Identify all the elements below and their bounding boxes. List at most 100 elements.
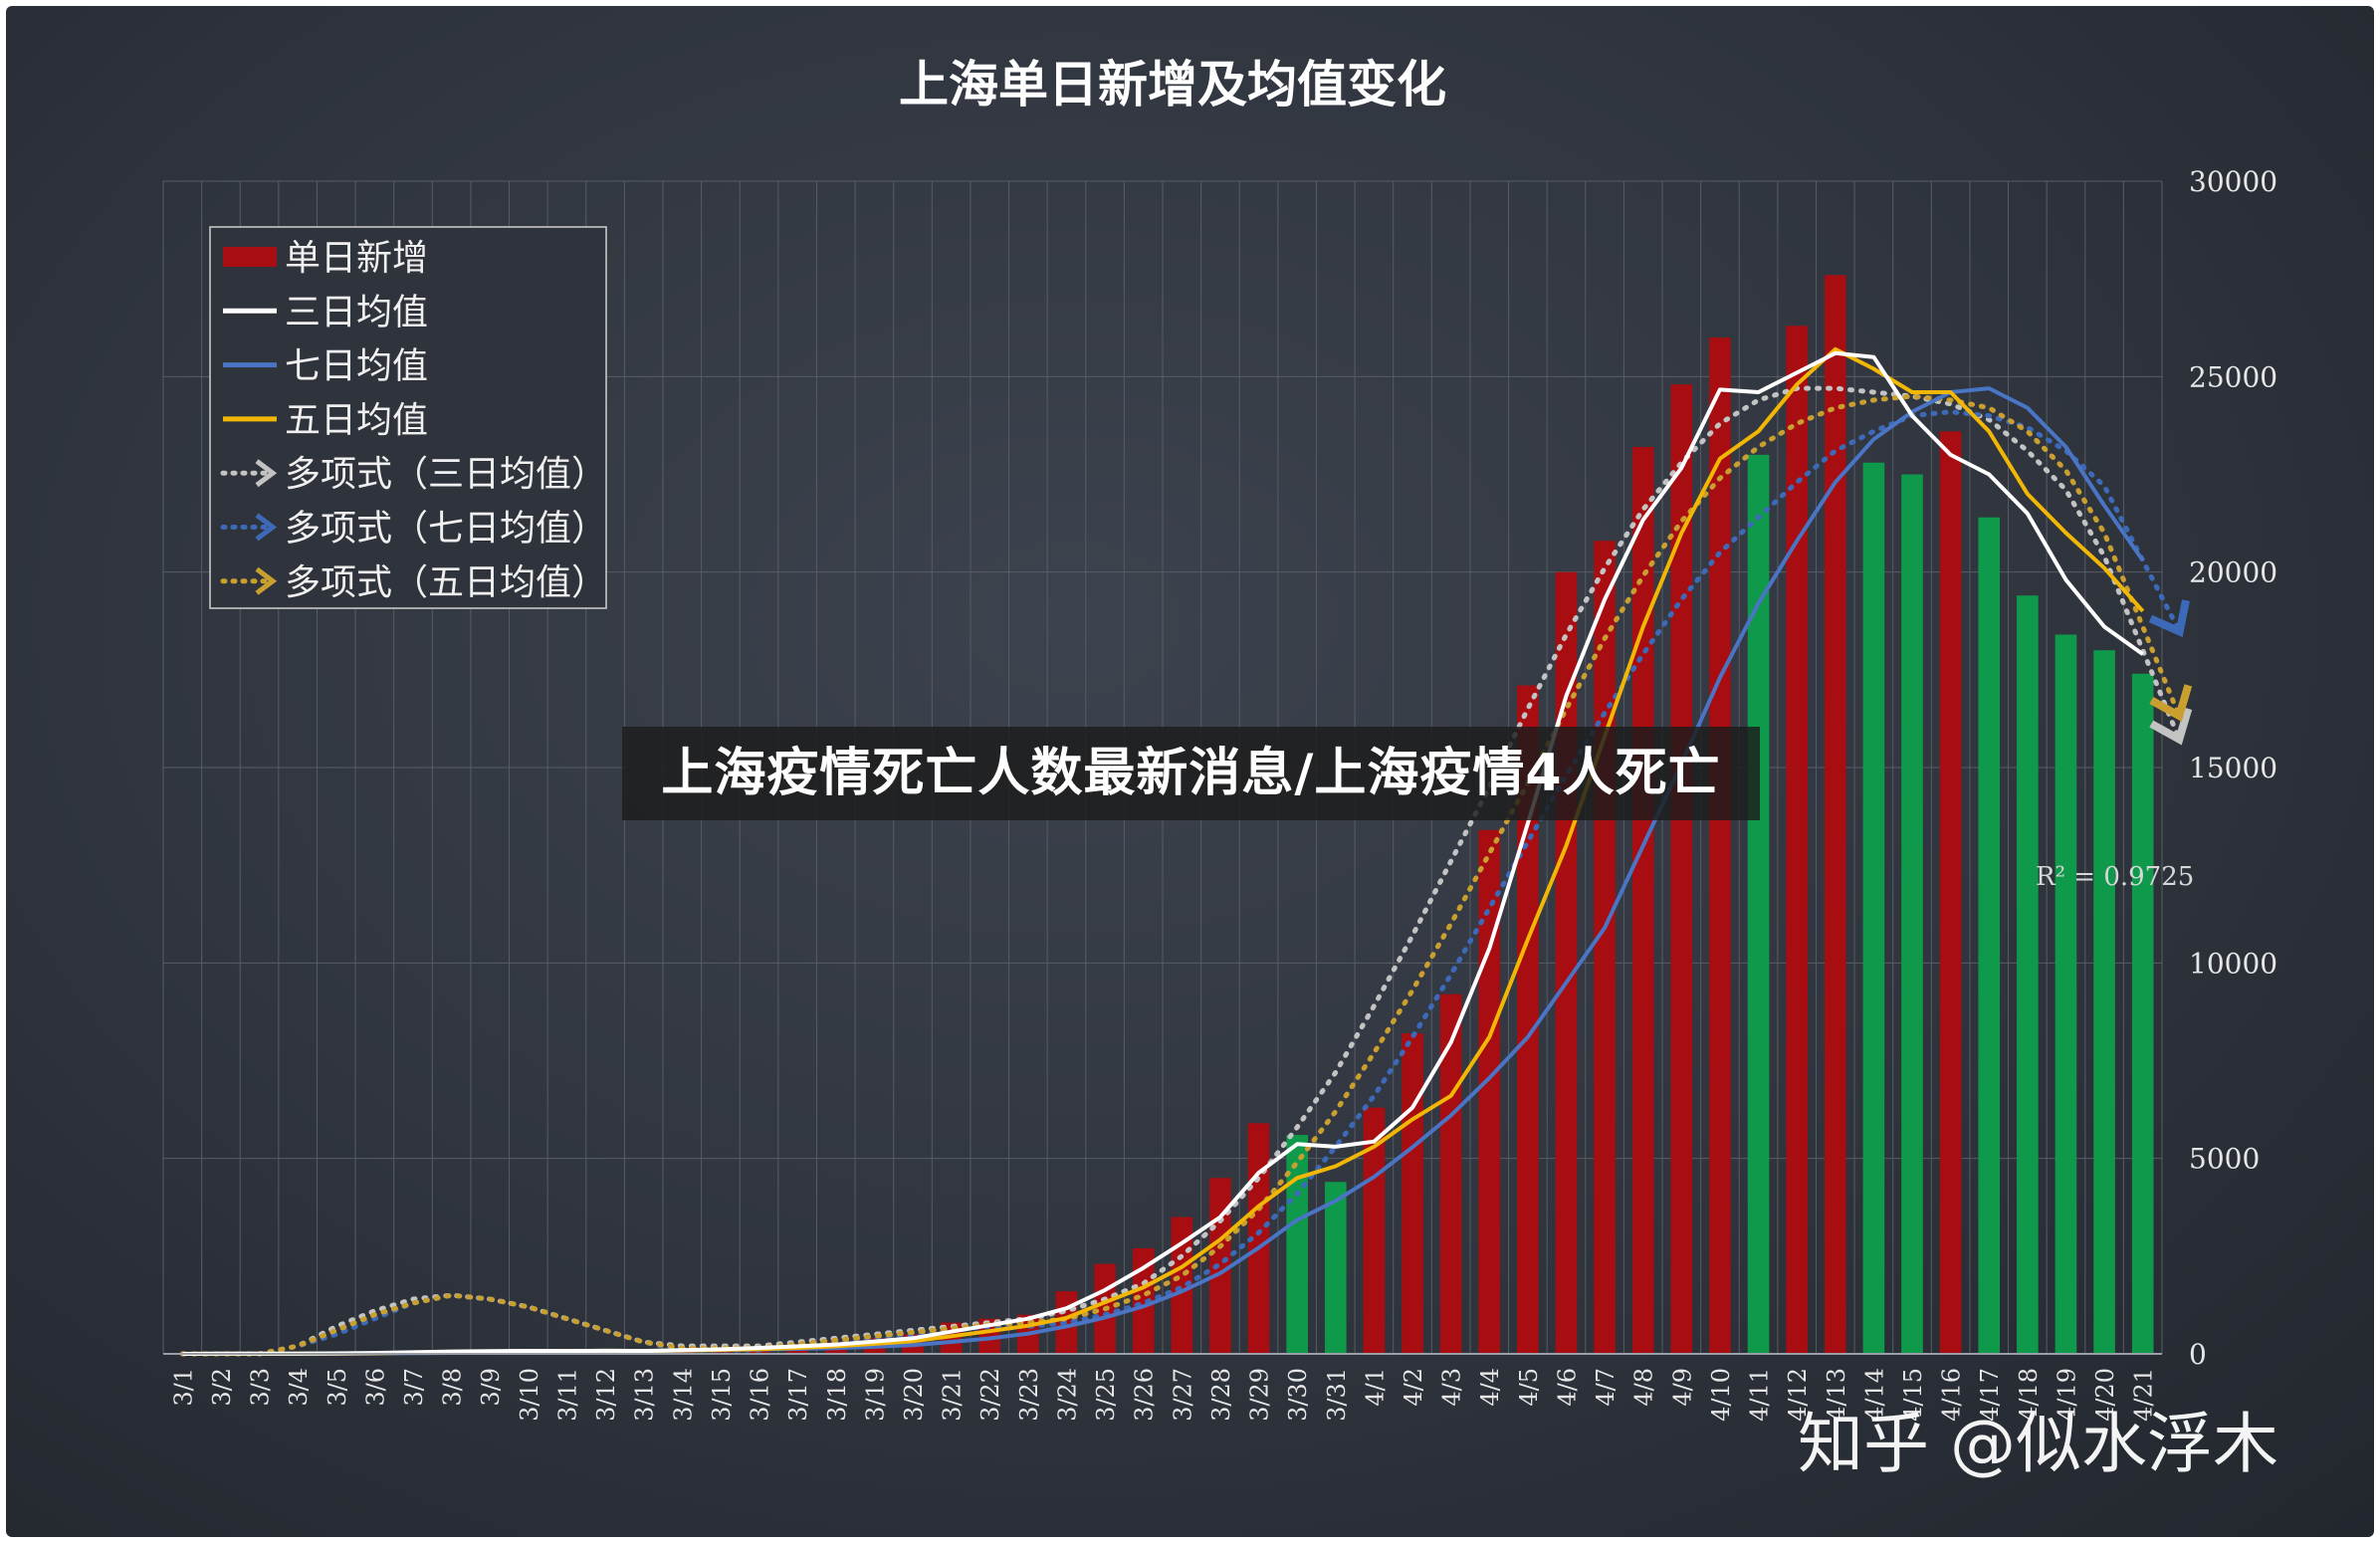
y-tick-label: 25000	[2189, 360, 2277, 393]
x-tick-label: 4/21	[2130, 1368, 2158, 1422]
bar	[1786, 326, 1808, 1355]
x-tick-label: 3/15	[708, 1368, 736, 1422]
x-tick-label: 3/16	[747, 1368, 774, 1422]
x-tick-label: 3/7	[400, 1368, 428, 1407]
x-tick-label: 4/5	[1515, 1368, 1543, 1407]
x-tick-label: 4/8	[1630, 1368, 1658, 1407]
legend-arrow-icon	[255, 513, 278, 542]
bar	[2017, 595, 2039, 1354]
legend-label: 多项式（五日均值）	[285, 562, 607, 603]
x-tick-label: 3/10	[516, 1368, 543, 1422]
x-tick-label: 3/12	[592, 1368, 620, 1422]
bar	[1978, 517, 2001, 1354]
r-squared-label: R² = 0.9725	[2036, 862, 2194, 892]
x-tick-label: 3/17	[784, 1368, 812, 1422]
average-line	[182, 350, 2144, 1356]
x-tick-label: 3/27	[1169, 1368, 1196, 1422]
trend-lines	[179, 385, 2193, 1357]
watermark: 知乎 @似水浮木	[1798, 1406, 2278, 1482]
x-tick-label: 3/3	[247, 1368, 275, 1407]
average-lines	[182, 346, 2145, 1356]
bar	[1286, 1135, 1308, 1354]
x-tick-label: 3/25	[1092, 1368, 1120, 1422]
legend-swatch	[223, 247, 277, 267]
bar	[1670, 384, 1693, 1355]
x-tick-label: 3/18	[823, 1368, 851, 1422]
legend-label: 多项式（七日均值）	[285, 509, 607, 550]
x-tick-label: 4/14	[1860, 1368, 1888, 1422]
legend-label: 七日均值	[285, 346, 428, 387]
x-tick-label: 4/7	[1592, 1368, 1620, 1407]
x-tick-label: 4/6	[1553, 1368, 1581, 1407]
y-tick-label: 5000	[2189, 1143, 2260, 1176]
x-tick-label: 4/11	[1746, 1368, 1774, 1422]
bar	[2131, 673, 2154, 1354]
x-tick-label: 3/22	[976, 1368, 1004, 1422]
x-tick-label: 3/8	[439, 1368, 467, 1407]
legend-label: 多项式（三日均值）	[285, 454, 607, 495]
x-tick-label: 4/20	[2091, 1368, 2119, 1422]
bar	[1939, 431, 1962, 1355]
x-tick-label: 4/19	[2053, 1368, 2080, 1422]
chart-title: 上海单日新增及均值变化	[899, 56, 1446, 113]
y-tick-label: 0	[2189, 1338, 2207, 1371]
bar	[1363, 1107, 1386, 1354]
bar	[1709, 337, 1731, 1355]
bar	[1594, 541, 1616, 1354]
x-tick-label: 4/9	[1668, 1368, 1696, 1407]
bar	[1517, 685, 1539, 1354]
x-tick-label: 3/29	[1246, 1368, 1274, 1422]
x-tick-label: 3/23	[1015, 1368, 1043, 1422]
x-tick-label: 3/11	[553, 1368, 581, 1422]
legend-arrow-icon	[255, 566, 278, 595]
x-tick-label: 3/31	[1323, 1368, 1351, 1422]
x-tick-label: 3/9	[477, 1368, 505, 1407]
x-tick-label: 4/4	[1476, 1368, 1504, 1407]
x-tick-label: 4/17	[1976, 1368, 2004, 1422]
overlay-caption: 上海疫情死亡人数最新消息/上海疫情4人死亡	[622, 727, 1760, 820]
y-tick-label: 30000	[2189, 165, 2277, 198]
x-tick-label: 3/4	[285, 1368, 313, 1407]
bar	[1132, 1247, 1155, 1354]
bar	[1439, 993, 1462, 1354]
bar	[1747, 454, 1770, 1354]
x-tick-label: 4/16	[1938, 1368, 1966, 1422]
x-tick-label: 4/1	[1361, 1368, 1389, 1407]
bar	[2055, 634, 2077, 1354]
legend-label: 三日均值	[285, 292, 428, 332]
x-tick-label: 3/1	[169, 1368, 197, 1407]
bar	[1324, 1182, 1347, 1354]
trend-line	[179, 385, 2193, 1357]
bar	[2093, 650, 2115, 1354]
legend-arrow-icon	[255, 459, 278, 488]
x-tick-label: 3/24	[1053, 1368, 1081, 1422]
y-tick-label: 10000	[2189, 947, 2277, 980]
bar	[1555, 571, 1578, 1354]
x-tick-label: 3/20	[900, 1368, 928, 1422]
x-tick-label: 3/21	[939, 1368, 967, 1422]
y-tick-label: 20000	[2189, 556, 2277, 589]
axes: 0 5000 10000 15000 20000 25000 30000 3/1 3/2 3/3 3…	[163, 165, 2277, 1422]
x-tick-label: 3/2	[208, 1368, 236, 1407]
chart-canvas: 上海单日新增及均值变化 0 5000 10000 15000 20000 25000 300…	[162, 56, 2277, 1422]
x-tick-label: 3/13	[631, 1368, 659, 1422]
x-tick-label: 4/18	[2015, 1368, 2043, 1422]
x-tick-label: 4/12	[1784, 1368, 1812, 1422]
x-tick-label: 4/2	[1400, 1368, 1427, 1407]
legend-label: 单日新增	[285, 238, 428, 279]
x-tick-label: 4/15	[1899, 1368, 1927, 1422]
bar	[1478, 829, 1501, 1354]
trend-line	[179, 393, 2193, 1357]
legend-label: 五日均值	[285, 400, 428, 441]
bar	[1901, 474, 1923, 1354]
x-tick-label: 4/10	[1707, 1368, 1735, 1422]
x-tick-label: 4/3	[1438, 1368, 1466, 1407]
x-tick-label: 3/26	[1131, 1368, 1159, 1422]
x-tick-label: 4/13	[1823, 1368, 1850, 1422]
chart-panel: 上海单日新增及均值变化 0 5000 10000 15000 20000 25000 300…	[6, 6, 2374, 1537]
x-tick-label: 3/30	[1284, 1368, 1312, 1422]
x-tick-label: 3/5	[324, 1368, 351, 1407]
x-tick-label: 3/19	[861, 1368, 889, 1422]
x-tick-label: 3/6	[361, 1368, 389, 1407]
